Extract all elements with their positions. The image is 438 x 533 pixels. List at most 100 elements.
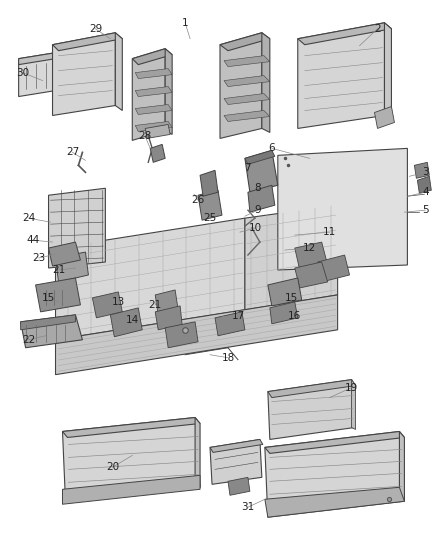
Polygon shape bbox=[268, 278, 302, 306]
Polygon shape bbox=[135, 122, 172, 132]
Polygon shape bbox=[195, 417, 200, 487]
Polygon shape bbox=[295, 242, 328, 270]
Polygon shape bbox=[155, 306, 182, 330]
Polygon shape bbox=[198, 190, 222, 220]
Polygon shape bbox=[56, 295, 338, 375]
Text: 15: 15 bbox=[42, 293, 55, 303]
Polygon shape bbox=[132, 49, 165, 140]
Polygon shape bbox=[165, 49, 172, 134]
Polygon shape bbox=[63, 417, 200, 438]
Polygon shape bbox=[298, 23, 392, 45]
Polygon shape bbox=[35, 278, 81, 312]
Polygon shape bbox=[92, 292, 122, 318]
Text: 9: 9 bbox=[254, 205, 261, 215]
Polygon shape bbox=[155, 290, 178, 315]
Text: 24: 24 bbox=[22, 213, 35, 223]
Polygon shape bbox=[228, 478, 250, 495]
Polygon shape bbox=[135, 69, 172, 78]
Text: 1: 1 bbox=[182, 18, 188, 28]
Text: 26: 26 bbox=[191, 195, 205, 205]
Text: 30: 30 bbox=[16, 68, 29, 78]
Text: 3: 3 bbox=[422, 167, 429, 177]
Polygon shape bbox=[21, 315, 82, 348]
Polygon shape bbox=[248, 185, 275, 212]
Polygon shape bbox=[135, 104, 172, 115]
Polygon shape bbox=[414, 163, 429, 178]
Polygon shape bbox=[262, 33, 270, 132]
Text: 5: 5 bbox=[422, 205, 429, 215]
Text: 23: 23 bbox=[32, 253, 45, 263]
Polygon shape bbox=[56, 218, 245, 340]
Polygon shape bbox=[115, 33, 122, 110]
Polygon shape bbox=[145, 124, 170, 139]
Polygon shape bbox=[63, 417, 200, 501]
Polygon shape bbox=[224, 94, 270, 104]
Polygon shape bbox=[135, 86, 172, 96]
Polygon shape bbox=[295, 262, 328, 288]
Polygon shape bbox=[220, 33, 270, 51]
Polygon shape bbox=[245, 150, 278, 192]
Text: 4: 4 bbox=[422, 187, 429, 197]
Polygon shape bbox=[49, 188, 106, 268]
Polygon shape bbox=[268, 379, 356, 398]
Polygon shape bbox=[53, 33, 115, 116]
Text: 13: 13 bbox=[112, 297, 125, 307]
Text: 12: 12 bbox=[303, 243, 316, 253]
Polygon shape bbox=[56, 252, 88, 282]
Text: 21: 21 bbox=[148, 300, 162, 310]
Text: 25: 25 bbox=[203, 213, 217, 223]
Polygon shape bbox=[385, 23, 392, 120]
Polygon shape bbox=[245, 150, 275, 164]
Polygon shape bbox=[19, 53, 56, 96]
Text: 29: 29 bbox=[89, 24, 102, 34]
Polygon shape bbox=[245, 205, 338, 310]
Polygon shape bbox=[224, 55, 270, 67]
Polygon shape bbox=[220, 33, 262, 139]
Polygon shape bbox=[298, 23, 385, 128]
Polygon shape bbox=[268, 379, 355, 439]
Polygon shape bbox=[53, 33, 122, 51]
Polygon shape bbox=[265, 432, 404, 517]
Polygon shape bbox=[19, 53, 56, 64]
Polygon shape bbox=[318, 255, 350, 282]
Polygon shape bbox=[110, 308, 142, 337]
Text: 15: 15 bbox=[285, 293, 298, 303]
Polygon shape bbox=[265, 432, 404, 454]
Polygon shape bbox=[417, 176, 431, 193]
Text: 27: 27 bbox=[66, 147, 79, 157]
Polygon shape bbox=[270, 302, 298, 324]
Polygon shape bbox=[224, 110, 270, 122]
Text: 19: 19 bbox=[345, 383, 358, 393]
Polygon shape bbox=[399, 432, 404, 501]
Polygon shape bbox=[200, 171, 218, 196]
Polygon shape bbox=[165, 322, 198, 348]
Text: 2: 2 bbox=[374, 24, 381, 34]
Text: 10: 10 bbox=[248, 223, 261, 233]
Text: 18: 18 bbox=[221, 353, 235, 363]
Polygon shape bbox=[215, 312, 245, 336]
Polygon shape bbox=[352, 379, 356, 430]
Polygon shape bbox=[150, 144, 165, 163]
Text: 20: 20 bbox=[106, 462, 119, 472]
Polygon shape bbox=[210, 439, 262, 484]
Polygon shape bbox=[49, 242, 81, 266]
Polygon shape bbox=[374, 107, 395, 128]
Polygon shape bbox=[63, 475, 200, 504]
Text: 28: 28 bbox=[138, 132, 152, 141]
Text: 17: 17 bbox=[231, 311, 244, 321]
Polygon shape bbox=[132, 49, 172, 64]
Text: 7: 7 bbox=[244, 163, 251, 173]
Text: 21: 21 bbox=[52, 265, 65, 275]
Polygon shape bbox=[265, 487, 404, 517]
Polygon shape bbox=[224, 76, 270, 86]
Text: 22: 22 bbox=[22, 335, 35, 345]
Text: 6: 6 bbox=[268, 143, 275, 154]
Text: 16: 16 bbox=[288, 311, 301, 321]
Text: 11: 11 bbox=[323, 227, 336, 237]
Polygon shape bbox=[278, 148, 407, 270]
Polygon shape bbox=[210, 439, 263, 453]
Text: 8: 8 bbox=[254, 183, 261, 193]
Text: 44: 44 bbox=[26, 235, 39, 245]
Text: 14: 14 bbox=[126, 315, 139, 325]
Text: 31: 31 bbox=[241, 502, 254, 512]
